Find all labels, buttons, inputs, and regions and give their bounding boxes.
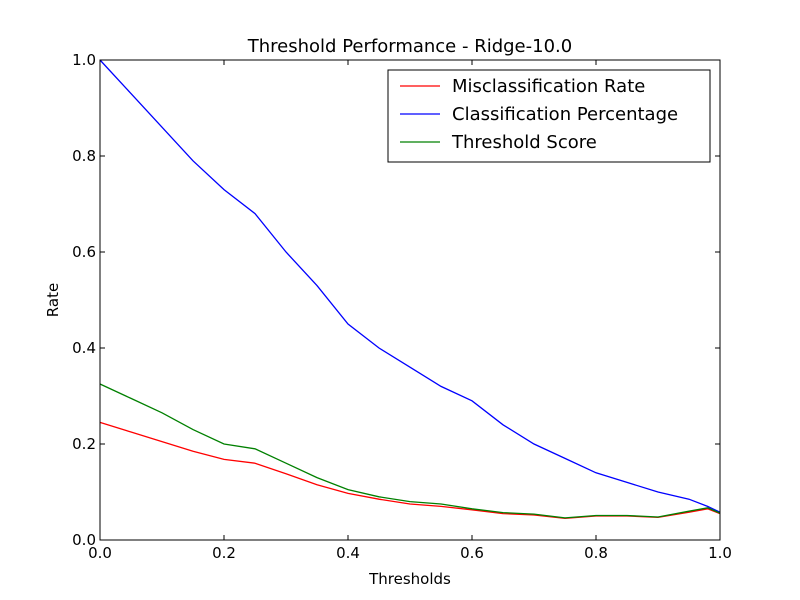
x-tick-label: 0.2 bbox=[212, 544, 236, 562]
y-tick-label: 1.0 bbox=[72, 51, 96, 69]
x-tick-label: 0.4 bbox=[336, 544, 360, 562]
y-tick-label: 0.8 bbox=[72, 147, 96, 165]
y-tick-label: 0.4 bbox=[72, 339, 96, 357]
legend-label: Classification Percentage bbox=[452, 104, 678, 125]
tick-layer: 0.0 0.2 0.4 0.6 0.8 1.0 0.0 0.2 0.4 0.6 0.8 1.0 bbox=[72, 51, 732, 562]
plot-frame bbox=[99, 59, 721, 541]
y-tick-label: 0.2 bbox=[72, 435, 96, 453]
x-tick-label: 1.0 bbox=[708, 544, 732, 562]
x-tick-label: 0.6 bbox=[460, 544, 484, 562]
legend: Misclassification Rate Classification Per… bbox=[387, 69, 711, 163]
x-tick-label: 0.8 bbox=[584, 544, 608, 562]
legend-label: Threshold Score bbox=[451, 132, 597, 153]
chart-title: Threshold Performance - Ridge-10.0 bbox=[247, 36, 572, 57]
y-tick-label: 0.6 bbox=[72, 243, 96, 261]
legend-label: Misclassification Rate bbox=[452, 76, 645, 97]
series-line-2 bbox=[99, 59, 721, 513]
series-layer bbox=[99, 59, 721, 520]
y-tick-label: 0.0 bbox=[72, 531, 96, 549]
x-tick-label: 0.0 bbox=[88, 544, 112, 562]
y-axis-label: Rate bbox=[44, 283, 62, 317]
legend-box bbox=[387, 69, 711, 163]
series-line-3 bbox=[99, 383, 721, 519]
x-axis-label: Thresholds bbox=[368, 570, 451, 588]
